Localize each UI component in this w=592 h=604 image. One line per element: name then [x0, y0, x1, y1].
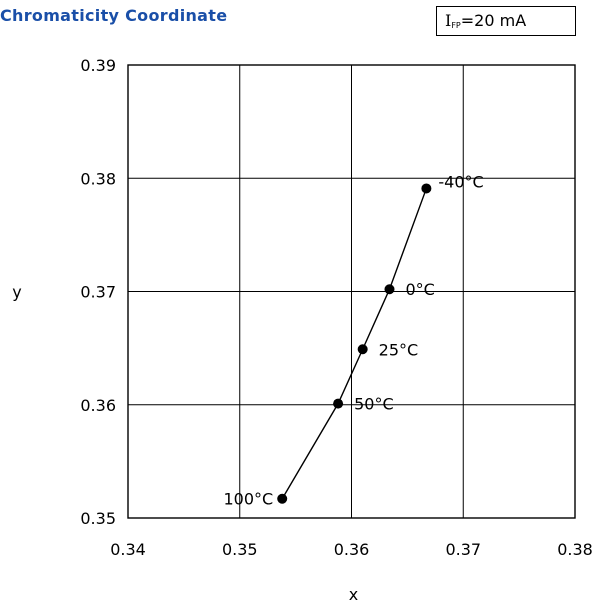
chart-title: Chromaticity Coordinate: [0, 6, 228, 25]
data-label: 50°C: [354, 395, 394, 414]
y-axis-label: y: [12, 283, 21, 302]
condition-value: =20 mA: [460, 11, 527, 30]
y-tick-label: 0.38: [80, 169, 116, 188]
data-label: 100°C: [223, 490, 273, 509]
y-tick-label: 0.35: [80, 509, 116, 528]
data-point: [333, 398, 344, 409]
x-tick-label: 0.37: [445, 540, 481, 559]
x-tick-label: 0.38: [557, 540, 592, 559]
x-tick-label: 0.35: [222, 540, 258, 559]
data-point: [421, 183, 432, 194]
condition-box: IFP=20 mA: [436, 6, 576, 36]
data-point: [384, 284, 395, 295]
y-tick-label: 0.37: [80, 283, 116, 302]
data-label: 25°C: [379, 340, 419, 359]
data-point: [357, 344, 368, 355]
plot-frame: [127, 64, 576, 519]
data-point: [277, 493, 288, 504]
condition-symbol: I: [445, 11, 452, 30]
y-tick-label: 0.39: [80, 56, 116, 75]
data-label: -40°C: [438, 172, 483, 191]
data-label: 0°C: [405, 280, 434, 299]
y-tick-label: 0.36: [80, 396, 116, 415]
x-tick-label: 0.36: [334, 540, 370, 559]
x-tick-label: 0.34: [110, 540, 146, 559]
x-axis-label: x: [349, 585, 358, 604]
condition-subscript: FP: [451, 21, 461, 30]
